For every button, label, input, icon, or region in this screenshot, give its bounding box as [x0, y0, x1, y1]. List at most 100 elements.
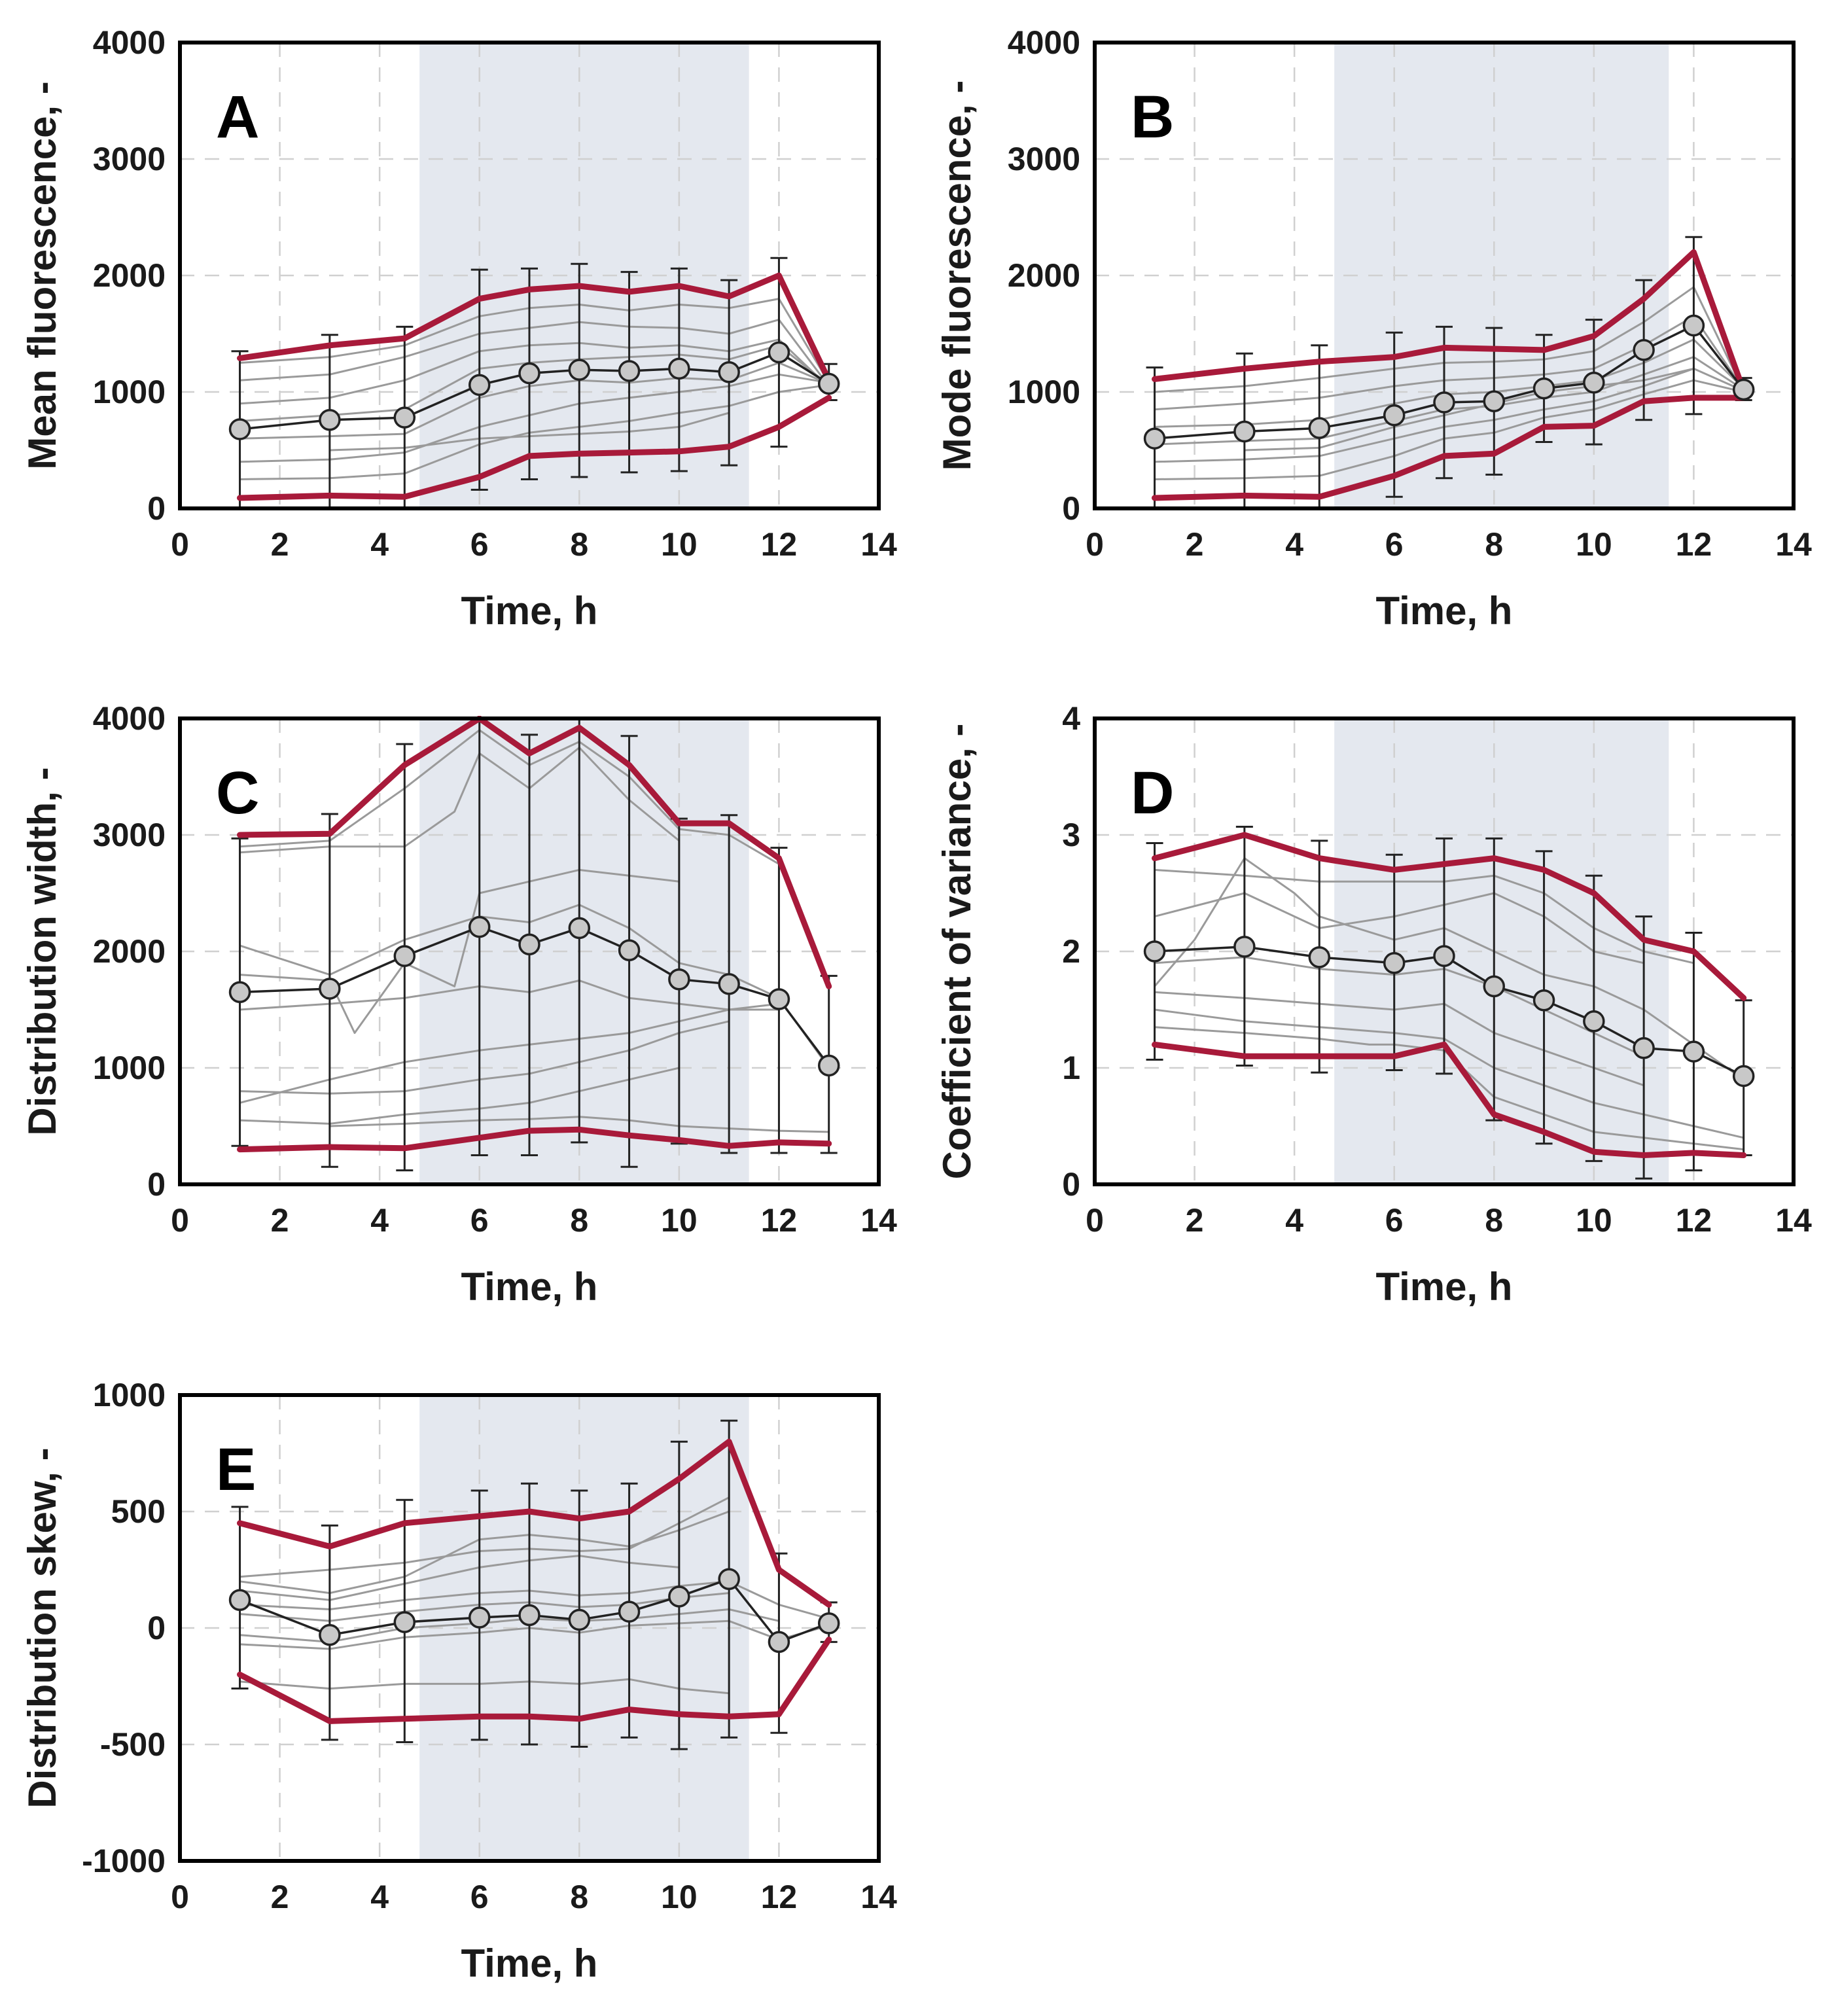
- x-tick-label: 0: [171, 1879, 189, 1915]
- x-tick-label: 2: [271, 1879, 289, 1915]
- mean-point: [1633, 1036, 1655, 1059]
- x-tick-label: 14: [860, 526, 897, 563]
- x-tick-label: 8: [1485, 1202, 1503, 1239]
- y-tick-label: 3000: [93, 817, 166, 853]
- mean-point: [319, 1623, 341, 1646]
- mean-point: [618, 1600, 641, 1623]
- x-axis-title: Time, h: [461, 1265, 598, 1309]
- y-tick-label: 4000: [1008, 24, 1080, 61]
- x-tick-label: 4: [370, 1202, 389, 1239]
- mean-point: [1143, 940, 1166, 963]
- mean-point: [518, 362, 540, 385]
- lower-envelope-line: [237, 1126, 832, 1153]
- mean-point: [768, 341, 790, 364]
- x-axis-title: Time, h: [1376, 589, 1513, 633]
- x-tick-label: 4: [1285, 526, 1303, 563]
- x-tick-label: 8: [1485, 526, 1503, 563]
- x-tick-label: 12: [761, 1879, 798, 1915]
- individual-series-line: [239, 868, 680, 1035]
- plot-area: [1143, 236, 1755, 510]
- mean-point: [668, 1585, 690, 1608]
- mean-point: [1433, 391, 1455, 414]
- mean-point: [1233, 420, 1256, 443]
- mean-point: [1732, 378, 1755, 401]
- y-tick-label: 2000: [1008, 257, 1080, 294]
- mean-point: [1483, 975, 1506, 998]
- x-tick-label: 10: [661, 1879, 698, 1915]
- x-tick-label: 14: [1775, 526, 1812, 563]
- plot-frame: [1093, 716, 1796, 1186]
- mean-point: [1483, 390, 1506, 412]
- y-tick-label: 1: [1062, 1050, 1080, 1086]
- y-tick-label: 1000: [1008, 374, 1080, 410]
- mean-point: [1682, 1040, 1705, 1063]
- x-tick-label: 0: [1086, 1202, 1104, 1239]
- y-tick-label: 0: [147, 1610, 166, 1646]
- x-tick-label: 0: [171, 526, 189, 563]
- x-tick-label: 10: [1576, 526, 1612, 563]
- mean-point: [1433, 945, 1455, 967]
- individual-series-line: [239, 1067, 680, 1125]
- upper-envelope-line: [1152, 832, 1747, 1001]
- individual-series-line: [239, 729, 780, 865]
- x-tick-label: 8: [570, 1202, 588, 1239]
- y-tick-label: 2000: [93, 257, 166, 294]
- individual-series-line: [239, 1608, 779, 1643]
- x-axis-title: Time, h: [1376, 1265, 1513, 1309]
- y-tick-label: 2: [1062, 933, 1080, 970]
- individual-series-line: [239, 1555, 680, 1601]
- x-tick-label: 4: [370, 526, 389, 563]
- individual-series-line: [1154, 1026, 1744, 1151]
- mean-point: [1383, 404, 1406, 427]
- y-tick-label: 4000: [93, 700, 166, 737]
- chart-panel-c: 0 2 4 6 8 10 12 14 0 1000 2000 3000 4000 Time, h Distr…: [20, 700, 897, 1309]
- x-tick-label: 12: [1676, 1202, 1712, 1239]
- mean-point: [668, 357, 690, 380]
- chart-panel-b: 0 2 4 6 8 10 12 14 0 1000 2000 3000 4000 Time, h Mode …: [935, 24, 1812, 633]
- panel-label: D: [1131, 760, 1174, 826]
- y-tick-label: 0: [147, 490, 166, 527]
- plot-frame: [178, 1393, 881, 1863]
- mean-point: [817, 372, 840, 395]
- mean-point: [1633, 339, 1655, 361]
- mean-point: [1308, 417, 1331, 439]
- x-tick-label: 2: [1186, 1202, 1204, 1239]
- mean-point: [319, 408, 341, 431]
- mean-point: [1532, 989, 1555, 1012]
- mean-point: [393, 1611, 416, 1633]
- y-tick-label: 0: [1062, 490, 1080, 527]
- mean-point: [618, 360, 641, 382]
- y-tick-label: 1000: [93, 1050, 166, 1086]
- plot-area: [228, 1419, 840, 1750]
- mean-point: [1233, 936, 1256, 958]
- mean-point: [768, 1631, 790, 1653]
- chart-panel-a: 0 2 4 6 8 10 12 14 0 1000 2000 3000 4000 Time, h Mean …: [20, 24, 897, 633]
- mean-point: [1308, 946, 1331, 968]
- plot-frame: [178, 716, 881, 1186]
- x-tick-label: 10: [661, 1202, 698, 1239]
- x-tick-label: 6: [470, 1879, 489, 1915]
- y-axis-title: Distribution skew, -: [20, 1447, 64, 1808]
- upper-envelope-line: [1152, 249, 1747, 394]
- x-tick-label: 14: [860, 1879, 897, 1915]
- y-axis-title: Distribution width, -: [20, 767, 64, 1135]
- individual-series-line: [239, 980, 779, 1011]
- x-tick-label: 12: [1676, 526, 1712, 563]
- lower-envelope-line: [237, 1636, 832, 1724]
- x-tick-label: 2: [271, 526, 289, 563]
- x-tick-label: 0: [1086, 526, 1104, 563]
- y-tick-label: -500: [100, 1726, 166, 1763]
- mean-point: [568, 917, 591, 940]
- y-tick-label: 4: [1062, 700, 1080, 737]
- x-tick-label: 8: [570, 526, 588, 563]
- y-axis-title: Mode fluorescence, -: [935, 80, 979, 471]
- mean-point: [1583, 372, 1605, 394]
- upper-envelope-line: [237, 716, 832, 989]
- y-tick-label: 4000: [93, 24, 166, 61]
- x-tick-label: 6: [1385, 526, 1404, 563]
- plot-area: [1143, 826, 1755, 1180]
- mean-point: [668, 968, 690, 991]
- mean-point: [393, 406, 416, 429]
